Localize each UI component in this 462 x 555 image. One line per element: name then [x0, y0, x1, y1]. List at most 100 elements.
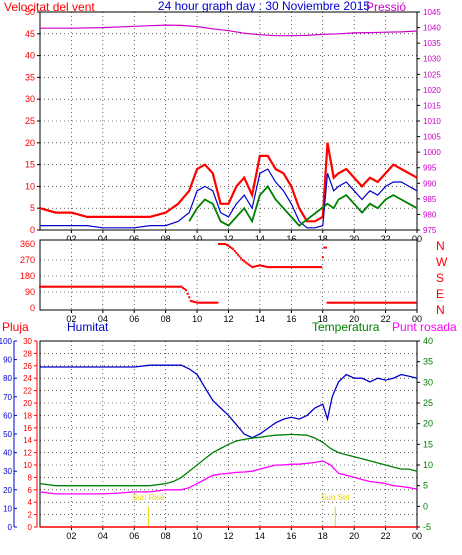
direction-point	[202, 301, 205, 304]
rain-tick-label: 16	[23, 424, 32, 433]
direction-point	[185, 289, 188, 292]
direction-point	[181, 286, 184, 289]
temperature-tick-label: -5	[423, 522, 431, 532]
direction-point	[403, 301, 406, 304]
direction-point	[100, 285, 103, 288]
direction-point	[119, 285, 122, 288]
pressure-axis-label: Pressió	[366, 0, 406, 14]
direction-point	[375, 301, 378, 304]
x-tick-label: 00	[412, 314, 422, 324]
x-tick-label: 14	[255, 531, 265, 541]
direction-point	[130, 285, 133, 288]
direction-point	[284, 266, 287, 269]
direction-point	[230, 247, 233, 250]
wind-tick-label: 30	[25, 94, 35, 104]
direction-point	[68, 285, 71, 288]
direction-point	[378, 301, 381, 304]
direction-point	[345, 301, 348, 304]
direction-point	[326, 301, 329, 304]
direction-point	[106, 285, 109, 288]
temperature-tick-label: 30	[423, 377, 433, 387]
direction-point	[160, 285, 162, 288]
direction-point	[334, 301, 337, 304]
direction-point	[288, 266, 291, 269]
temperature-tick-label: 5	[423, 481, 428, 491]
direction-point	[409, 301, 412, 304]
direction-point	[156, 285, 159, 288]
pressure-tick-label: 975	[423, 226, 437, 235]
direction-point	[257, 264, 260, 267]
direction-point	[144, 285, 147, 288]
direction-point	[103, 285, 106, 288]
direction-point	[196, 301, 199, 304]
direction-point	[379, 301, 382, 304]
rain-tick-label: 6	[28, 486, 33, 495]
direction-point	[123, 285, 126, 288]
direction-point	[260, 264, 263, 267]
direction-point	[411, 301, 414, 304]
direction-point	[163, 285, 166, 288]
direction-point	[262, 265, 265, 267]
compass-label: W	[436, 255, 448, 269]
direction-point	[340, 301, 343, 304]
x-tick-label: 04	[98, 531, 108, 541]
direction-point	[213, 301, 216, 304]
direction-point	[299, 266, 302, 269]
direction-point	[150, 285, 153, 288]
direction-point	[279, 266, 282, 269]
direction-point	[221, 243, 224, 245]
direction-point	[116, 285, 118, 288]
temperature-tick-label: 35	[423, 357, 433, 367]
direction-point	[266, 266, 269, 269]
wind-tick-label: 5	[30, 203, 35, 213]
direction-point	[84, 285, 87, 288]
direction-point	[86, 285, 89, 288]
direction-point	[178, 285, 181, 288]
direction-point	[269, 266, 272, 269]
rain-tick-label: 8	[28, 473, 33, 482]
direction-tick-label: 90	[25, 287, 35, 297]
direction-point	[258, 264, 261, 267]
x-tick-label: 00	[412, 531, 422, 541]
wind-tick-label: 25	[25, 116, 35, 126]
direction-point	[229, 246, 232, 248]
x-tick-label: 18	[318, 314, 328, 324]
rain-tick-label: 18	[23, 411, 32, 420]
direction-point	[395, 301, 398, 304]
direction-tick-label: 0	[30, 303, 35, 313]
direction-point	[285, 266, 288, 269]
direction-point	[362, 301, 365, 304]
compass-label: S	[436, 271, 444, 285]
direction-point	[46, 285, 49, 288]
x-tick-label: 02	[66, 314, 76, 324]
direction-point	[335, 301, 338, 304]
humidity-tick-label: 60	[3, 411, 12, 420]
x-tick-label: 04	[98, 234, 108, 244]
direction-point	[373, 301, 376, 304]
direction-point	[273, 266, 276, 269]
direction-point	[48, 285, 51, 288]
direction-point	[304, 266, 307, 269]
wind-tick-label: 10	[25, 181, 35, 191]
direction-point	[240, 257, 243, 260]
wind-axis-label: Velocitat del vent	[4, 0, 95, 14]
wind-low-line	[188, 184, 418, 227]
pressure-tick-label: 990	[423, 179, 437, 188]
direction-point	[169, 285, 172, 288]
x-tick-label: 22	[381, 234, 391, 244]
direction-point	[76, 285, 79, 288]
direction-point	[90, 285, 93, 288]
wind-tick-label: 0	[30, 225, 35, 235]
direction-point	[307, 266, 310, 269]
direction-point	[235, 251, 238, 254]
direction-point	[368, 301, 371, 304]
wind-tick-label: 50	[25, 7, 35, 17]
direction-point	[194, 301, 197, 304]
direction-point	[276, 266, 279, 269]
direction-point	[224, 243, 227, 245]
wind-average-line	[40, 168, 418, 229]
direction-point	[249, 264, 252, 267]
pressure-tick-label: 1030	[423, 55, 441, 64]
direction-point	[386, 301, 389, 304]
